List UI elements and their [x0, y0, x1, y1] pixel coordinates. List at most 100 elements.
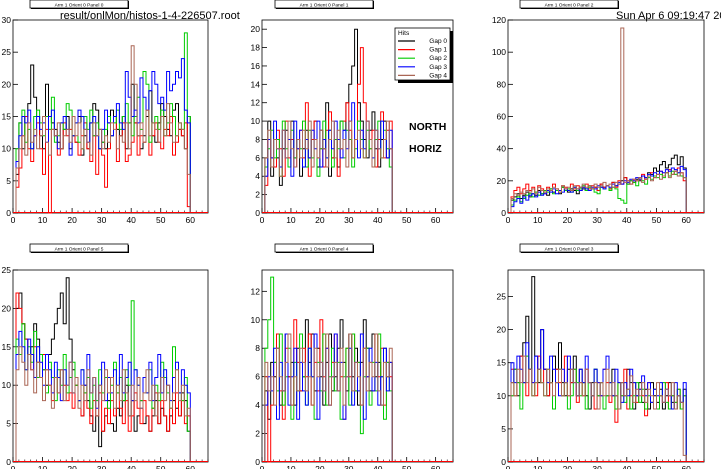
legend-entry: Gap 3 — [429, 64, 447, 71]
y-tick-label: 12 — [251, 98, 261, 108]
y-tick-label: 20 — [497, 325, 507, 335]
histogram-panel-5: Arm 1 Orient 0 Panel 3 0 5 10 15 20 25 0 10 20 30 4… — [497, 243, 705, 469]
x-tick-label: 0 — [11, 215, 16, 225]
x-tick-label: 60 — [186, 464, 196, 469]
y-tick-label: 8 — [255, 134, 260, 144]
x-tick-label: 60 — [681, 215, 691, 225]
x-tick-label: 50 — [156, 464, 166, 469]
histogram-series — [510, 355, 687, 462]
y-tick-label: 0 — [6, 208, 11, 218]
panel-title-text: Arm 1 Orient 0 Panel 2 — [545, 2, 594, 8]
y-tick-label: 10 — [251, 116, 261, 126]
y-tick-label: 40 — [497, 144, 507, 154]
x-tick-label: 10 — [533, 215, 543, 225]
x-tick-label: 20 — [315, 215, 325, 225]
x-tick-label: 0 — [260, 215, 265, 225]
y-tick-label: 4 — [255, 171, 260, 181]
x-tick-label: 10 — [286, 215, 296, 225]
panel-title: Arm 1 Orient 0 Panel 5 — [29, 243, 129, 253]
x-tick-label: 30 — [592, 215, 602, 225]
y-tick-label: 60 — [497, 112, 507, 122]
legend-entry: Gap 1 — [429, 47, 447, 54]
x-tick-label: 20 — [563, 464, 573, 469]
panel-title-text: Arm 1 Orient 0 Panel 1 — [300, 2, 349, 8]
histogram-series — [15, 45, 191, 213]
x-tick-label: 40 — [373, 464, 383, 469]
y-tick-label: 0 — [501, 208, 506, 218]
histogram-series — [510, 154, 687, 213]
panel-title: Arm 1 Orient 0 Panel 2 — [519, 0, 619, 9]
panel-title-text: Arm 1 Orient 0 Panel 0 — [55, 2, 104, 8]
panel-title: Arm 1 Orient 0 Panel 3 — [519, 243, 619, 253]
x-tick-label: 60 — [431, 464, 441, 469]
y-tick-label: 2 — [255, 429, 260, 439]
x-tick-label: 50 — [652, 215, 662, 225]
y-tick-label: 20 — [251, 24, 261, 34]
y-tick-label: 120 — [492, 15, 506, 25]
y-tick-label: 5 — [501, 424, 506, 434]
x-tick-label: 40 — [126, 464, 136, 469]
y-tick-label: 20 — [2, 303, 12, 313]
histogram-panel-4: Arm 1 Orient 0 Panel 4 0 2 4 6 8 10 12 0 10 20 30 40… — [251, 243, 454, 469]
x-tick-label: 30 — [344, 464, 354, 469]
y-tick-label: 10 — [2, 380, 12, 390]
histogram-panel-0: Arm 1 Orient 0 Panel 0 0 5 10 15 20 25 30 0 10 20 3… — [2, 0, 209, 225]
y-tick-label: 25 — [2, 47, 12, 57]
y-tick-label: 30 — [2, 15, 12, 25]
x-tick-label: 40 — [126, 215, 136, 225]
x-tick-label: 30 — [97, 215, 107, 225]
x-tick-label: 30 — [344, 215, 354, 225]
panel-title-text: Arm 1 Orient 0 Panel 5 — [55, 246, 104, 252]
y-tick-label: 12 — [251, 286, 261, 296]
legend-entry: Gap 0 — [429, 38, 447, 45]
x-tick-label: 10 — [38, 464, 48, 469]
y-tick-label: 0 — [255, 457, 260, 467]
x-tick-label: 10 — [286, 464, 296, 469]
histogram-series — [15, 109, 191, 214]
x-tick-label: 0 — [11, 464, 16, 469]
panel-title-text: Arm 1 Orient 0 Panel 4 — [300, 246, 349, 252]
y-tick-label: 100 — [492, 47, 506, 57]
x-tick-label: 30 — [97, 464, 107, 469]
y-tick-label: 20 — [497, 176, 507, 186]
x-tick-label: 0 — [506, 215, 511, 225]
y-tick-label: 20 — [2, 79, 12, 89]
y-tick-label: 0 — [501, 457, 506, 467]
x-tick-label: 60 — [186, 215, 196, 225]
y-tick-label: 4 — [255, 400, 260, 410]
y-tick-label: 0 — [255, 208, 260, 218]
y-tick-label: 10 — [251, 315, 261, 325]
x-tick-label: 50 — [402, 464, 412, 469]
legend-title: Hits — [398, 30, 410, 37]
x-tick-label: 10 — [38, 215, 48, 225]
y-tick-label: 0 — [6, 457, 11, 467]
file-label: result/onlMon/histos-1-4-226507.root — [60, 10, 240, 22]
x-tick-label: 20 — [67, 215, 77, 225]
x-tick-label: 20 — [563, 215, 573, 225]
x-tick-label: 60 — [431, 215, 441, 225]
x-tick-label: 50 — [156, 215, 166, 225]
x-tick-label: 30 — [592, 464, 602, 469]
y-tick-label: 16 — [251, 61, 261, 71]
histogram-panel-2: Arm 1 Orient 0 Panel 2 0 20 40 60 80 100 120 0 10… — [492, 0, 705, 225]
y-tick-label: 6 — [255, 372, 260, 382]
annotation-horiz: HORIZ — [409, 143, 442, 155]
y-tick-label: 10 — [497, 391, 507, 401]
x-tick-label: 40 — [622, 464, 632, 469]
panel-title-text: Arm 1 Orient 0 Panel 3 — [545, 246, 594, 252]
y-tick-label: 18 — [251, 43, 261, 53]
y-tick-label: 8 — [255, 343, 260, 353]
histogram-panel-3: Arm 1 Orient 0 Panel 5 0 5 10 15 20 25 0 10 20 30 4… — [2, 243, 209, 469]
x-tick-label: 10 — [533, 464, 543, 469]
x-tick-label: 20 — [315, 464, 325, 469]
annotation-north: NORTH — [409, 121, 446, 133]
timestamp-label: Sun Apr 6 09:19:47 2007 — [616, 10, 721, 22]
y-tick-label: 14 — [251, 79, 261, 89]
y-tick-label: 25 — [2, 265, 12, 275]
panel-title: Arm 1 Orient 0 Panel 1 — [274, 0, 374, 9]
histogram-panel-1: Arm 1 Orient 0 Panel 1 0 2 4 6 8 10 12 14 16 18 20 0… — [251, 0, 454, 225]
y-tick-label: 15 — [497, 358, 507, 368]
y-tick-label: 15 — [2, 112, 12, 122]
x-tick-label: 20 — [67, 464, 77, 469]
